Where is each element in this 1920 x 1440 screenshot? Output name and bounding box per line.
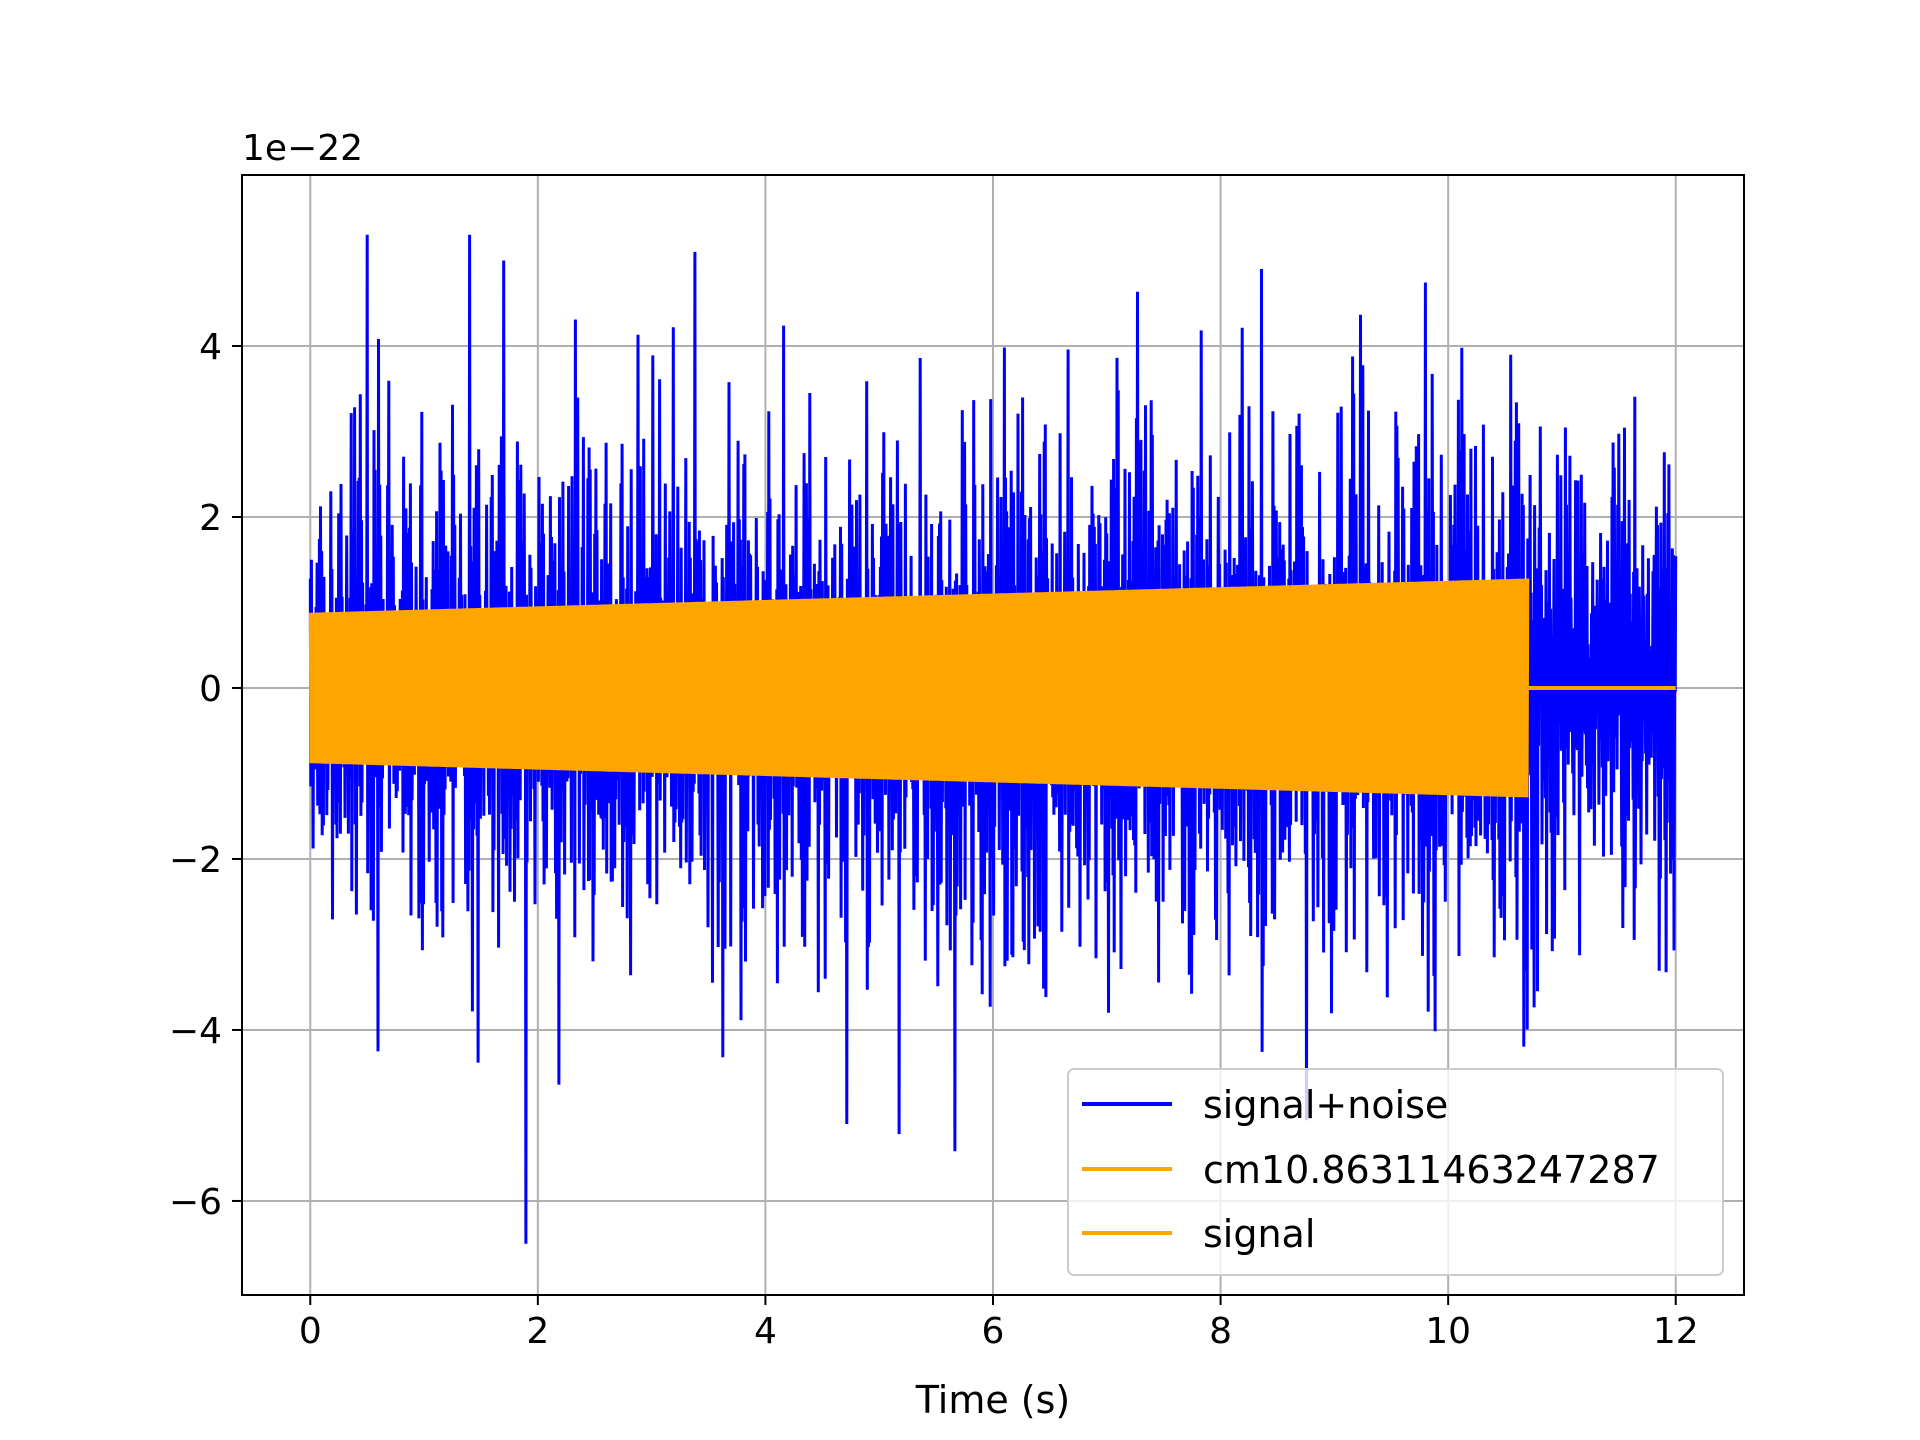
x-tick-label: 12 — [1653, 1311, 1699, 1352]
series-cm-line — [308, 578, 1530, 798]
x-tick-label: 2 — [526, 1311, 549, 1352]
y-offset-text: 1e−22 — [242, 128, 363, 169]
legend-label-cm: cm10.86311463247287 — [1203, 1148, 1660, 1192]
axis-ticks: 0 2 4 6 8 10 12 −6 −4 −2 0 2 4 — [169, 327, 1699, 1352]
y-tick-label: −2 — [169, 840, 222, 881]
legend: signal+noise cm10.86311463247287 signal — [1067, 1068, 1724, 1276]
x-tick-label: 6 — [982, 1311, 1005, 1352]
legend-label-signal: signal — [1203, 1212, 1315, 1256]
y-tick-label: −6 — [169, 1182, 222, 1223]
x-tick-label: 8 — [1209, 1311, 1232, 1352]
x-tick-label: 4 — [754, 1311, 777, 1352]
x-tick-label: 0 — [299, 1311, 322, 1352]
x-axis-title: Time (s) — [915, 1378, 1071, 1422]
plot-series — [308, 234, 1678, 1244]
y-tick-label: −4 — [169, 1011, 222, 1052]
y-tick-label: 2 — [199, 498, 222, 539]
y-tick-label: 4 — [199, 327, 222, 368]
x-tick-label: 10 — [1425, 1311, 1471, 1352]
legend-label-signal-noise: signal+noise — [1203, 1083, 1448, 1127]
y-tick-label: 0 — [199, 669, 222, 710]
legend-box — [1067, 1068, 1724, 1276]
